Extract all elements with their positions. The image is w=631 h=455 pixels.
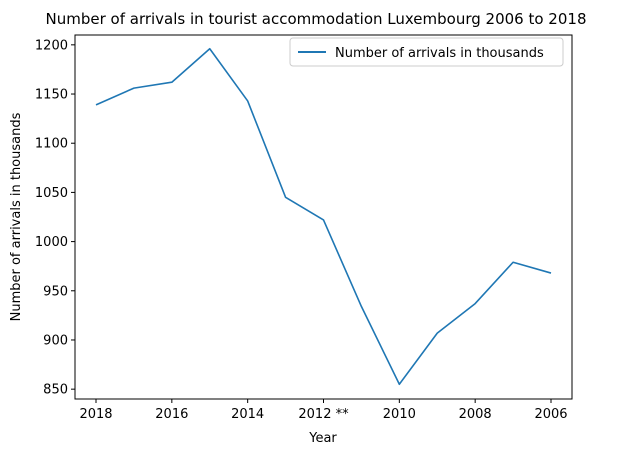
y-tick-label: 900	[43, 333, 68, 348]
y-tick-label: 1050	[35, 186, 68, 201]
legend-box	[289, 37, 564, 67]
x-tick-label: 2014	[231, 407, 264, 422]
y-axis: 850 900 950 1000 1050 1100 1150 1200	[35, 38, 75, 398]
x-tick-label: 2016	[155, 407, 188, 422]
plot-area	[74, 34, 573, 400]
y-tick-label: 1000	[35, 235, 68, 250]
y-tick-label: 1150	[35, 88, 68, 103]
x-axis-label: Year	[308, 431, 337, 446]
x-tick-label: 2010	[383, 407, 416, 422]
x-tick-label: 2006	[534, 407, 567, 422]
y-tick-label: 950	[43, 284, 68, 299]
legend-label: Number of arrivals in thousands	[335, 46, 544, 61]
x-tick-label: 2018	[79, 407, 112, 422]
series-layer	[95, 47, 552, 386]
x-axis: 2018 2016 2014 2012 ** 2010 2008 2006	[79, 399, 568, 422]
y-tick-label: 850	[43, 383, 68, 398]
x-tick-label: 2008	[459, 407, 492, 422]
series-line	[95, 47, 552, 386]
x-tick-label: 2012 **	[298, 407, 349, 422]
y-tick-label: 1100	[35, 137, 68, 152]
y-axis-label: Number of arrivals in thousands	[9, 112, 24, 321]
y-tick-label: 1200	[35, 38, 68, 53]
chart-title: Number of arrivals in tourist accommodat…	[46, 10, 587, 28]
legend: Number of arrivals in thousands	[289, 37, 564, 67]
